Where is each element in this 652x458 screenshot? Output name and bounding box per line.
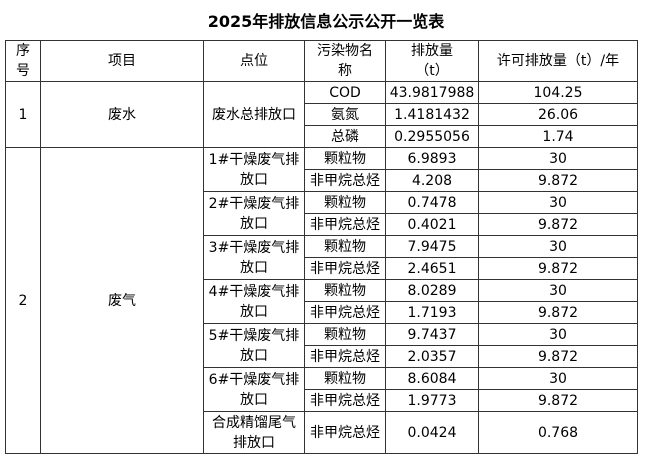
point-text: 合成精馏尾气排放口 [212, 414, 296, 451]
limit-cell: 0.768 [478, 411, 638, 454]
data-row: 4#干燥废气排放口 颗粒物 8.0289 30 [6, 279, 638, 324]
header-cell: 项目 [40, 40, 204, 82]
limit-cell: 104.25 [478, 81, 638, 104]
item-cell: 废气 [40, 147, 204, 454]
limit-cell: 30 [478, 323, 638, 346]
amount-cell: 0.2955056 [385, 125, 479, 148]
header-cell: 许可排放量（t）/年 [478, 40, 638, 82]
header-row: 序号 项目 点位 污染物名称 排放量（t） 许可排放量（t）/年 [5, 40, 638, 82]
point-text: 废水总排放口 [212, 106, 296, 123]
amount-cell: 1.7193 [385, 301, 479, 324]
point-text: 5#干燥废气排放口 [208, 327, 300, 364]
amount-cell: 9.7437 [385, 323, 479, 346]
header-text: 序号 [16, 43, 30, 79]
amount-cell: 2.0357 [385, 345, 479, 368]
point-cell: 1#干燥废气排放口 [203, 147, 305, 192]
amount-cell: 4.208 [385, 169, 479, 192]
point-cell: 4#干燥废气排放口 [203, 279, 305, 324]
limit-cell: 30 [478, 235, 638, 258]
header-text: 排放量（t） [411, 43, 453, 79]
pollutant-cell: COD [304, 81, 386, 104]
pollutant-cell: 颗粒物 [304, 191, 386, 214]
amount-cell: 0.7478 [385, 191, 479, 214]
data-row: 非甲烷总烃 1.7193 9.872 [6, 301, 638, 324]
emission-table: 序号 项目 点位 污染物名称 排放量（t） 许可排放量（t）/年 1 废水 废水总排放口 COD… [5, 40, 638, 454]
data-row: 非甲烷总烃 0.4021 9.872 [6, 213, 638, 236]
index-cell: 2 [5, 147, 41, 454]
pollutant-cell: 颗粒物 [304, 235, 386, 258]
data-row: 合成精馏尾气排放口 非甲烷总烃 0.0424 0.768 [6, 411, 638, 454]
limit-cell: 30 [478, 279, 638, 302]
limit-cell: 9.872 [478, 345, 638, 368]
pollutant-cell: 颗粒物 [304, 323, 386, 346]
amount-cell: 7.9475 [385, 235, 479, 258]
point-text: 6#干燥废气排放口 [208, 371, 300, 408]
point-cell: 合成精馏尾气排放口 [203, 411, 305, 454]
limit-cell: 9.872 [478, 389, 638, 412]
header-cell: 序号 [5, 40, 41, 82]
limit-cell: 30 [478, 147, 638, 170]
point-cell: 3#干燥废气排放口 [203, 235, 305, 280]
data-row: 非甲烷总烃 2.0357 9.872 [6, 345, 638, 368]
limit-cell: 9.872 [478, 257, 638, 280]
amount-cell: 0.0424 [385, 411, 479, 454]
pollutant-cell: 非甲烷总烃 [304, 345, 386, 368]
point-cell: 废水总排放口 [203, 81, 305, 148]
data-row: 1 废水 废水总排放口 COD 43.9817988 104.25 [5, 81, 638, 148]
pollutant-cell: 颗粒物 [304, 367, 386, 390]
point-cell: 6#干燥废气排放口 [203, 367, 305, 412]
item-cell: 废水 [40, 81, 204, 148]
point-cell: 5#干燥废气排放口 [203, 323, 305, 368]
pollutant-cell: 总磷 [304, 125, 386, 148]
amount-cell: 0.4021 [385, 213, 479, 236]
header-cell: 点位 [203, 40, 305, 82]
pollutant-cell: 非甲烷总烃 [304, 257, 386, 280]
amount-cell: 8.6084 [385, 367, 479, 390]
pollutant-cell: 非甲烷总烃 [304, 169, 386, 192]
limit-cell: 30 [478, 367, 638, 390]
pollutant-cell: 非甲烷总烃 [304, 213, 386, 236]
data-row: 总磷 0.2955056 1.74 [6, 125, 638, 148]
header-text: 点位 [240, 53, 268, 69]
limit-cell: 30 [478, 191, 638, 214]
point-text: 2#干燥废气排放口 [208, 195, 300, 232]
point-text: 4#干燥废气排放口 [208, 283, 300, 320]
data-row: 2 废气 1#干燥废气排放口 颗粒物 6.9893 30 [5, 147, 638, 454]
index-cell: 1 [5, 81, 41, 148]
title: 2025年排放信息公示公开一览表 [207, 12, 445, 31]
header-text: 许可排放量（t）/年 [496, 53, 620, 69]
pollutant-cell: 非甲烷总烃 [304, 389, 386, 412]
amount-cell: 6.9893 [385, 147, 479, 170]
header-text: 项目 [108, 53, 136, 69]
limit-cell: 9.872 [478, 169, 638, 192]
pollutant-cell: 颗粒物 [304, 147, 386, 170]
amount-cell: 2.4651 [385, 257, 479, 280]
amount-cell: 8.0289 [385, 279, 479, 302]
point-text: 1#干燥废气排放口 [208, 151, 300, 188]
amount-cell: 1.9773 [385, 389, 479, 412]
amount-cell: 43.9817988 [385, 81, 479, 104]
limit-cell: 26.06 [478, 103, 638, 126]
pollutant-cell: 氨氮 [304, 103, 386, 126]
point-text: 3#干燥废气排放口 [208, 239, 300, 276]
limit-cell: 9.872 [478, 301, 638, 324]
header-text: 污染物名称 [317, 43, 373, 79]
amount-cell: 1.4181432 [385, 103, 479, 126]
pollutant-cell: 颗粒物 [304, 279, 386, 302]
point-cell: 2#干燥废气排放口 [203, 191, 305, 236]
data-row: 3#干燥废气排放口 颗粒物 7.9475 30 [6, 235, 638, 280]
pollutant-cell: 非甲烷总烃 [304, 301, 386, 324]
limit-cell: 1.74 [478, 125, 638, 148]
header-cell: 污染物名称 [304, 40, 386, 82]
header-cell: 排放量（t） [385, 40, 479, 82]
data-row: 6#干燥废气排放口 颗粒物 8.6084 30 [6, 367, 638, 412]
data-row: 5#干燥废气排放口 颗粒物 9.7437 30 [6, 323, 638, 368]
pollutant-cell: 非甲烷总烃 [304, 411, 386, 454]
limit-cell: 9.872 [478, 213, 638, 236]
data-row: 非甲烷总烃 1.9773 9.872 [6, 389, 638, 412]
